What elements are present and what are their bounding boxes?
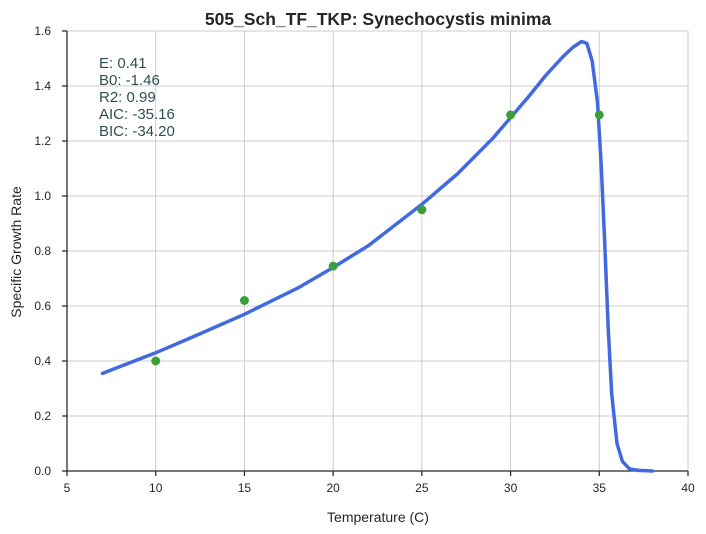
data-point	[239, 296, 249, 305]
y-tick-label: 1.4	[34, 79, 51, 93]
x-tick-label: 40	[681, 481, 695, 495]
y-tick-label: 0.2	[34, 409, 51, 423]
grid	[66, 30, 689, 472]
data-point	[506, 110, 516, 120]
x-tick-label: 20	[326, 481, 340, 495]
data-point	[328, 261, 338, 271]
fit-statistic: R2: 0.99	[99, 89, 156, 106]
x-tick-label: 5	[64, 481, 71, 495]
x-tick-label: 35	[593, 481, 607, 495]
y-tick-label: 1.0	[34, 189, 51, 203]
fitted-curve	[100, 39, 655, 473]
data-point	[594, 110, 604, 120]
y-tick-label: 1.2	[34, 134, 51, 148]
y-tick-label: 0.0	[34, 464, 51, 478]
data-point	[151, 356, 161, 366]
x-axis-label: Temperature (C)	[327, 509, 429, 525]
x-tick-label: 25	[415, 481, 429, 495]
x-tick-label: 30	[504, 481, 518, 495]
fit-statistic: B0: -1.46	[99, 72, 160, 89]
x-tick-label: 10	[149, 481, 163, 495]
y-axis-label: Specific Growth Rate	[8, 186, 24, 318]
chart-title: 505_Sch_TF_TKP: Synechocystis minima	[205, 9, 552, 29]
data-point	[417, 205, 427, 215]
y-tick-label: 1.6	[34, 24, 51, 38]
x-tick-label: 15	[238, 481, 252, 495]
y-tick-label: 0.4	[34, 354, 51, 368]
x-axis-ticks: 5 10 15 20 25 30 35 40	[64, 471, 695, 495]
fit-statistic: AIC: -35.16	[99, 106, 175, 123]
series-layer	[100, 39, 655, 473]
y-axis-ticks: 0.0 0.2 0.4 0.6 0.8 1.0 1.2 1.4 1.6	[34, 24, 67, 478]
y-tick-label: 0.8	[34, 244, 51, 258]
fit-statistic: E: 0.41	[99, 55, 147, 72]
y-tick-label: 0.6	[34, 299, 51, 313]
fit-statistic: BIC: -34.20	[99, 123, 175, 140]
